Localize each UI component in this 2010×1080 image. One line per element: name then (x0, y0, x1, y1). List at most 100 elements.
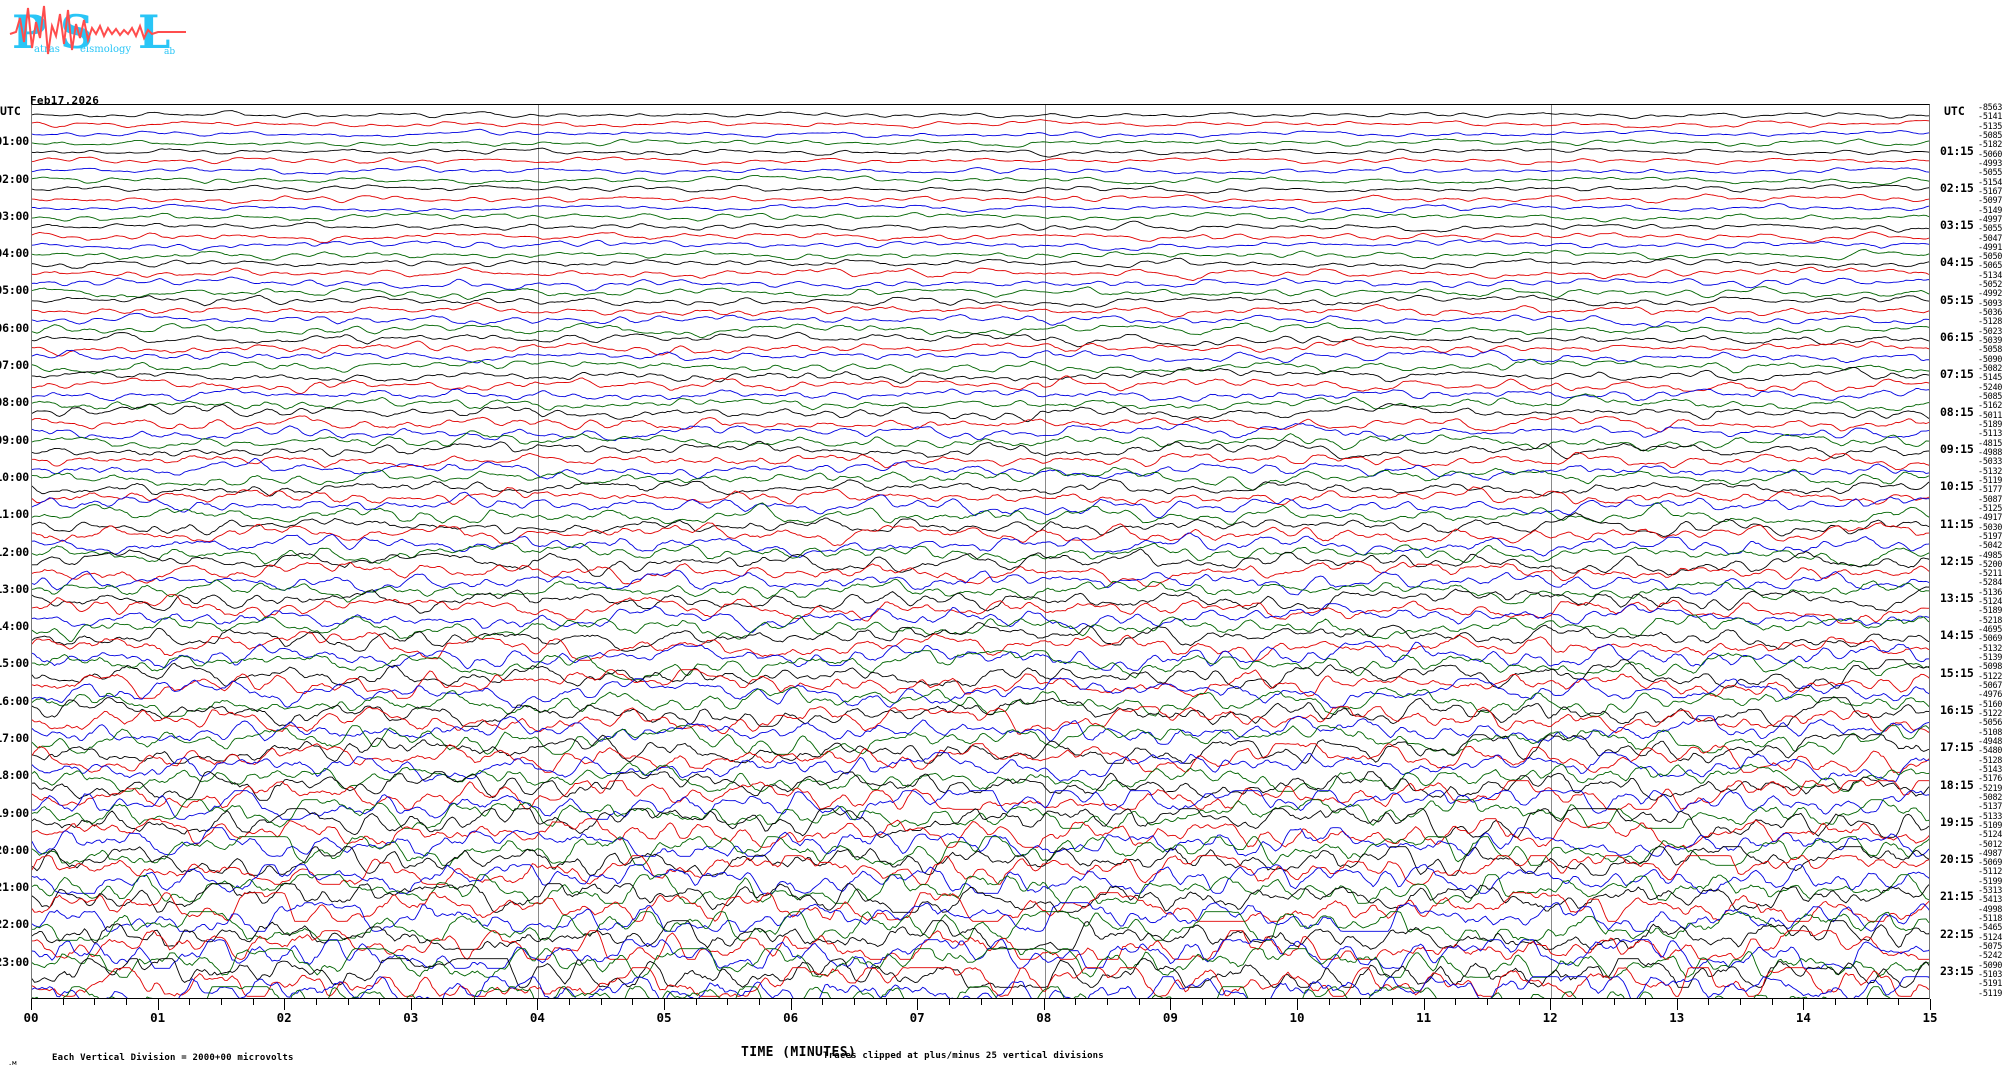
x-minor-tick (1866, 999, 1868, 1005)
x-minor-tick (822, 999, 824, 1005)
trace-amplitude-value: -5162 (1978, 401, 2003, 412)
seismic-trace (32, 986, 1930, 999)
seismic-trace (32, 958, 1930, 979)
seismic-trace (32, 370, 1930, 391)
x-minor-tick (1486, 999, 1488, 1005)
trace-amplitude-value: -5033 (1978, 457, 2003, 468)
seismic-trace (32, 883, 1930, 904)
seismic-trace (32, 119, 1930, 140)
x-axis-label: 14 (1795, 1010, 1811, 1025)
trace-amplitude-value: -5284 (1978, 578, 2003, 589)
seismic-trace (32, 258, 1930, 279)
x-minor-tick (1455, 999, 1457, 1005)
x-axis-title: TIME (MINUTES) (741, 1045, 857, 1060)
seismic-trace (32, 557, 1930, 578)
x-axis-label: 05 (656, 1010, 672, 1025)
seismic-trace (32, 790, 1930, 811)
x-minor-tick (1613, 999, 1615, 1005)
seismic-trace (32, 575, 1930, 596)
right-hour-label: 19:15 (1940, 814, 1974, 829)
right-hour-label: 10:15 (1940, 479, 1974, 494)
seismic-trace (32, 501, 1930, 522)
trace-amplitude-value: -5119 (1978, 988, 2003, 999)
seismic-trace (32, 771, 1930, 792)
seismic-trace (32, 855, 1930, 876)
left-hour-label: 14:00 (0, 619, 29, 634)
trace-amplitude-value: -5132 (1978, 466, 2003, 477)
trace-amplitude-value: -4997 (1978, 214, 2003, 225)
trace-amplitude-value: -5240 (1978, 382, 2003, 393)
trace-amplitude-value: -5042 (1978, 541, 2003, 552)
x-axis-label: 13 (1669, 1010, 1685, 1025)
seismic-trace (32, 715, 1930, 736)
seismic-trace (32, 202, 1930, 223)
x-minor-tick (600, 999, 602, 1005)
trace-amplitude-value: -5211 (1978, 569, 2003, 580)
left-hour-label: 16:00 (0, 693, 29, 708)
x-minor-tick (1581, 999, 1583, 1005)
x-minor-tick (1518, 999, 1520, 1005)
seismic-trace (32, 445, 1930, 466)
seismic-trace (32, 547, 1930, 568)
seismic-trace (32, 594, 1930, 615)
trace-amplitude-value: -5118 (1978, 914, 2003, 925)
trace-amplitude-value: -5113 (1978, 429, 2003, 440)
x-axis-label: 00 (23, 1010, 39, 1025)
x-minor-tick (1107, 999, 1109, 1005)
trace-amplitude-value: -5182 (1978, 140, 2003, 151)
x-minor-tick (379, 999, 381, 1005)
seismic-trace (32, 361, 1930, 382)
x-minor-tick (62, 999, 64, 1005)
trace-amplitude-value: -5039 (1978, 336, 2003, 347)
footer-scale-note: Each Vertical Division = 2000+00 microvo… (52, 1053, 294, 1063)
right-hour-label: 03:15 (1940, 218, 1974, 233)
x-minor-tick (1360, 999, 1362, 1005)
x-axis-label: 11 (1416, 1010, 1432, 1025)
seismic-trace (32, 324, 1930, 345)
x-axis-label: 15 (1922, 1010, 1938, 1025)
trace-amplitude-value: -5097 (1978, 196, 2003, 207)
trace-amplitude-value: -5036 (1978, 308, 2003, 319)
x-major-tick (284, 999, 286, 1010)
seismic-trace (32, 976, 1930, 997)
x-axis-label: 12 (1542, 1010, 1558, 1025)
x-major-tick (1423, 999, 1425, 1010)
x-minor-tick (1202, 999, 1204, 1005)
trace-amplitude-value: -5177 (1978, 485, 2003, 496)
seismic-trace (32, 193, 1930, 214)
trace-amplitude-value: -5413 (1978, 895, 2003, 906)
trace-amplitude-value: -5011 (1978, 410, 2003, 421)
trace-amplitude-value: -5055 (1978, 168, 2003, 179)
x-axis: 00 01 02 03 04 05 06 07 08 09 10 11 12 13 14 15 (23, 999, 1938, 1025)
x-axis-label: 06 (783, 1010, 799, 1025)
left-hour-label: 08:00 (0, 395, 29, 410)
trace-amplitude-value: -5067 (1978, 681, 2003, 692)
trace-amplitude-value: -5465 (1978, 923, 2003, 934)
seismic-trace (32, 426, 1930, 447)
seismic-trace (32, 846, 1930, 867)
right-hour-label: 16:15 (1940, 702, 1974, 717)
trace-amplitude-value: -5047 (1978, 233, 2003, 244)
trace-amplitude-value: -4815 (1978, 438, 2003, 449)
x-axis-label: 03 (403, 1010, 419, 1025)
left-hour-label: 11:00 (0, 507, 29, 522)
seismic-trace (32, 808, 1930, 829)
trace-amplitude-value: -5242 (1978, 951, 2003, 962)
right-axis-title: UTC (1944, 104, 1965, 118)
left-hour-label: 09:00 (0, 432, 29, 447)
seismic-trace (32, 762, 1930, 783)
x-axis-label: 07 (909, 1010, 925, 1025)
seismic-trace (32, 585, 1930, 606)
seismic-trace (32, 128, 1930, 149)
x-minor-tick (315, 999, 317, 1005)
trace-amplitude-value: -5082 (1978, 792, 2003, 803)
trace-amplitude-value: -5090 (1978, 354, 2003, 365)
trace-amplitude-value: -5090 (1978, 960, 2003, 971)
right-hour-label: 20:15 (1940, 852, 1974, 867)
seismic-trace (32, 529, 1930, 550)
x-major-tick (157, 999, 159, 1010)
right-hour-label: 11:15 (1940, 516, 1974, 531)
trace-amplitude-value: -4948 (1978, 736, 2003, 747)
trace-amplitude-value: -5219 (1978, 783, 2003, 794)
seismogram-plot[interactable] (31, 104, 1930, 999)
